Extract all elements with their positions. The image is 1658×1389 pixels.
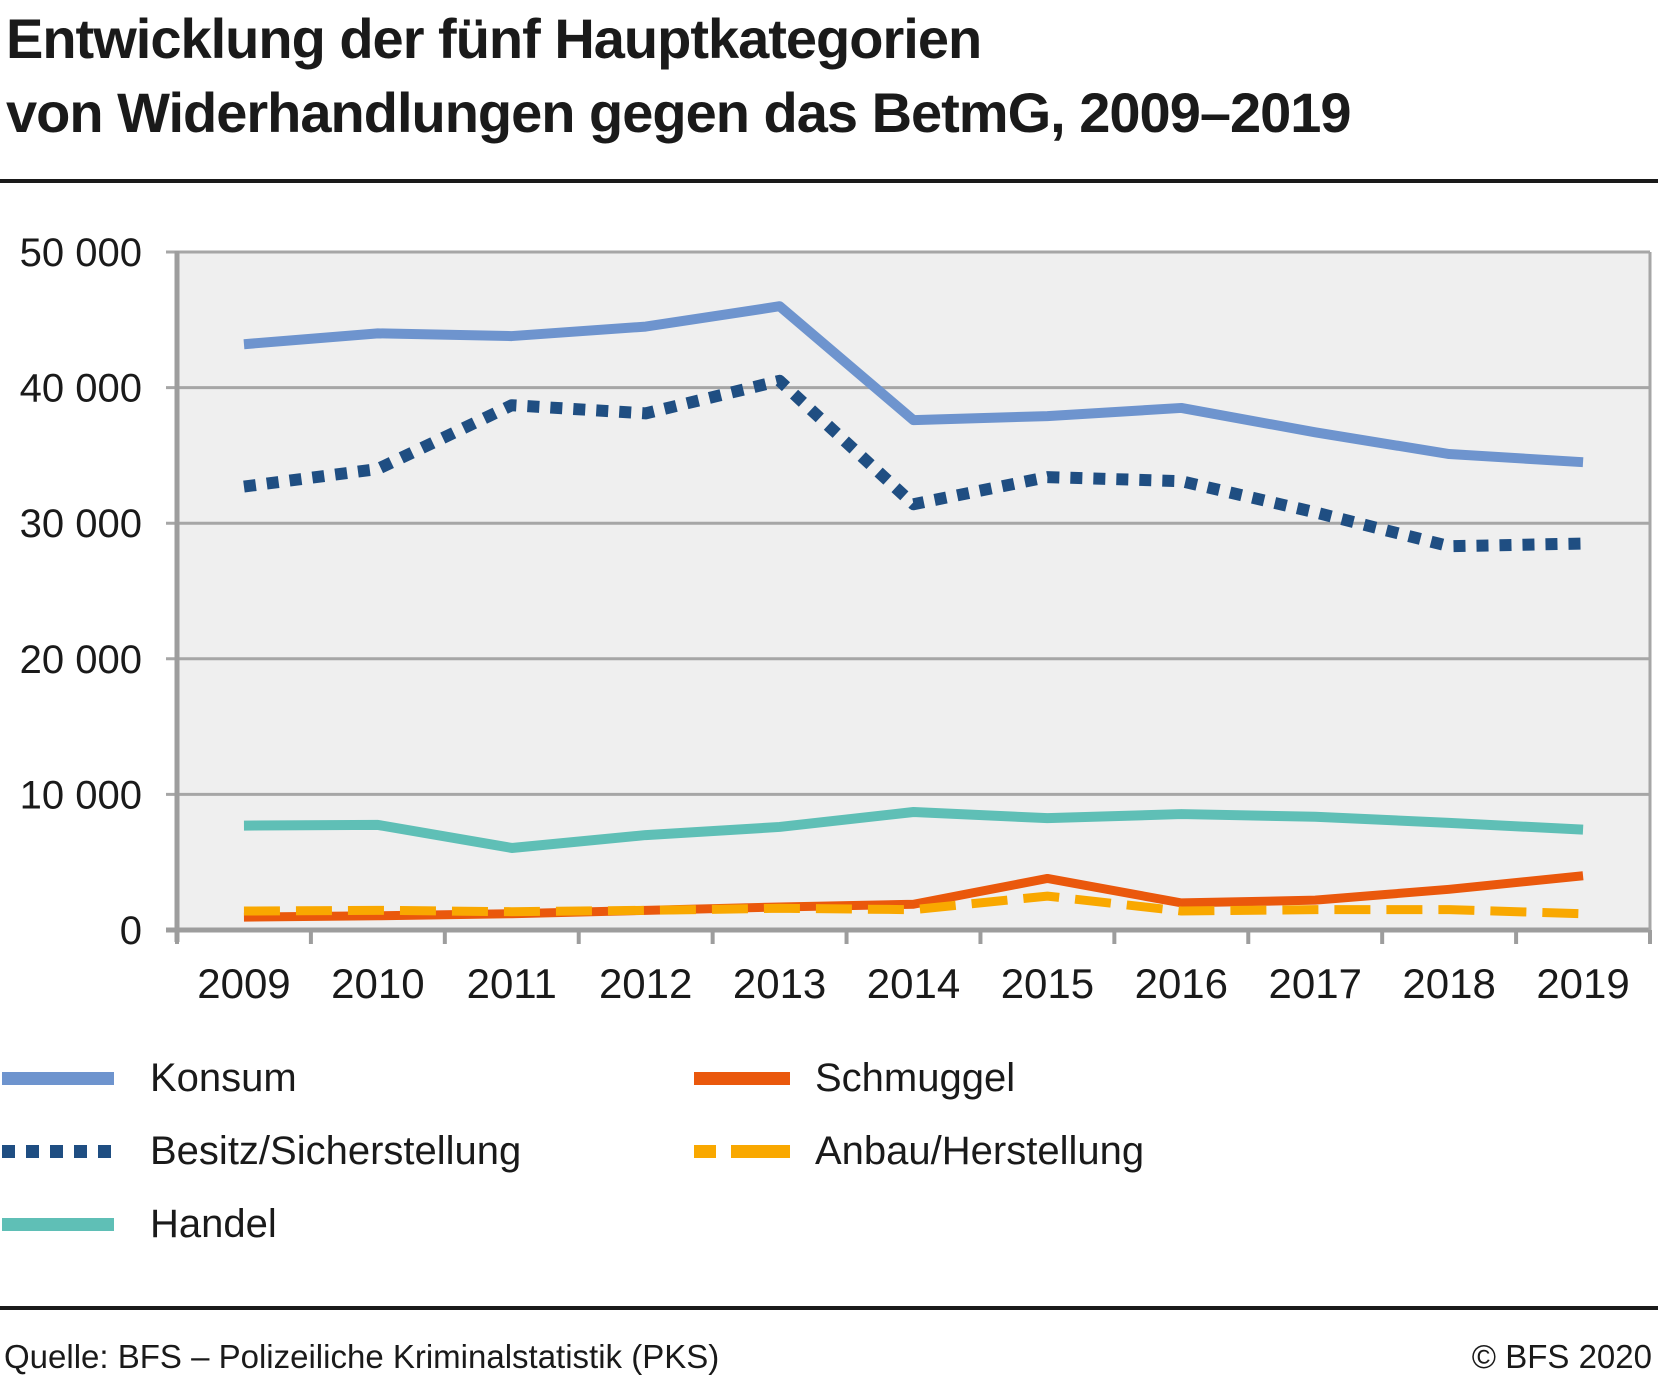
x-tick-label: 2016 [1135,960,1228,1007]
source-note: Quelle: BFS – Polizeiliche Kriminalstati… [4,1338,720,1375]
legend-label-konsum: Konsum [150,1055,297,1100]
legend-item-anbau: Anbau/Herstellung [694,1128,1145,1173]
x-tick-label: 2012 [599,960,692,1007]
legend-label-besitz: Besitz/Sicherstellung [150,1128,522,1173]
y-tick-label: 40 000 [20,367,142,411]
chart-title-line1: Entwicklung der fünf Hauptkategorien [6,7,982,70]
schmuggel-line-swatch [694,1071,790,1085]
handel-line-swatch [2,1217,114,1231]
series-line-konsum [243,301,1584,468]
title-divider [0,179,1658,183]
footer-divider [0,1306,1658,1310]
x-tick-label: 2017 [1269,960,1362,1007]
x-tick-label: 2014 [867,960,960,1007]
x-tick-label: 2019 [1536,960,1629,1007]
besitz-line-swatch [2,1144,114,1158]
series-line-handel [243,807,1584,853]
y-tick-label: 20 000 [20,638,142,682]
y-tick-label: 0 [120,909,142,953]
legend-item-schmuggel: Schmuggel [694,1055,1016,1100]
copyright-note: © BFS 2020 [1471,1338,1652,1375]
anbau-line-swatch [694,1144,790,1158]
legend-item-konsum: Konsum [2,1055,297,1100]
legend-label-handel: Handel [150,1201,277,1246]
y-tick-label: 50 000 [20,231,142,275]
legend-label-anbau: Anbau/Herstellung [815,1128,1145,1173]
x-tick-label: 2009 [197,960,290,1007]
chart-title-line2: von Widerhandlungen gegen das BetmG, 200… [6,81,1352,144]
x-tick-label: 2010 [331,960,424,1007]
x-tick-label: 2013 [733,960,826,1007]
chart-title: Entwicklung der fünf Hauptkategorien von… [6,2,1352,150]
x-tick-label: 2015 [1001,960,1094,1007]
x-tick-label: 2011 [467,960,557,1007]
series-line-besitz-sicherstellung [243,374,1584,553]
legend-item-handel: Handel [2,1201,277,1246]
y-tick-label: 30 000 [20,502,142,546]
legend-item-besitz: Besitz/Sicherstellung [2,1128,522,1173]
konsum-line-swatch [2,1071,114,1085]
x-tick-label: 2018 [1402,960,1495,1007]
series-line-anbau-herstellung [243,891,1584,919]
y-tick-label: 10 000 [20,773,142,817]
legend-label-schmuggel: Schmuggel [815,1055,1016,1100]
